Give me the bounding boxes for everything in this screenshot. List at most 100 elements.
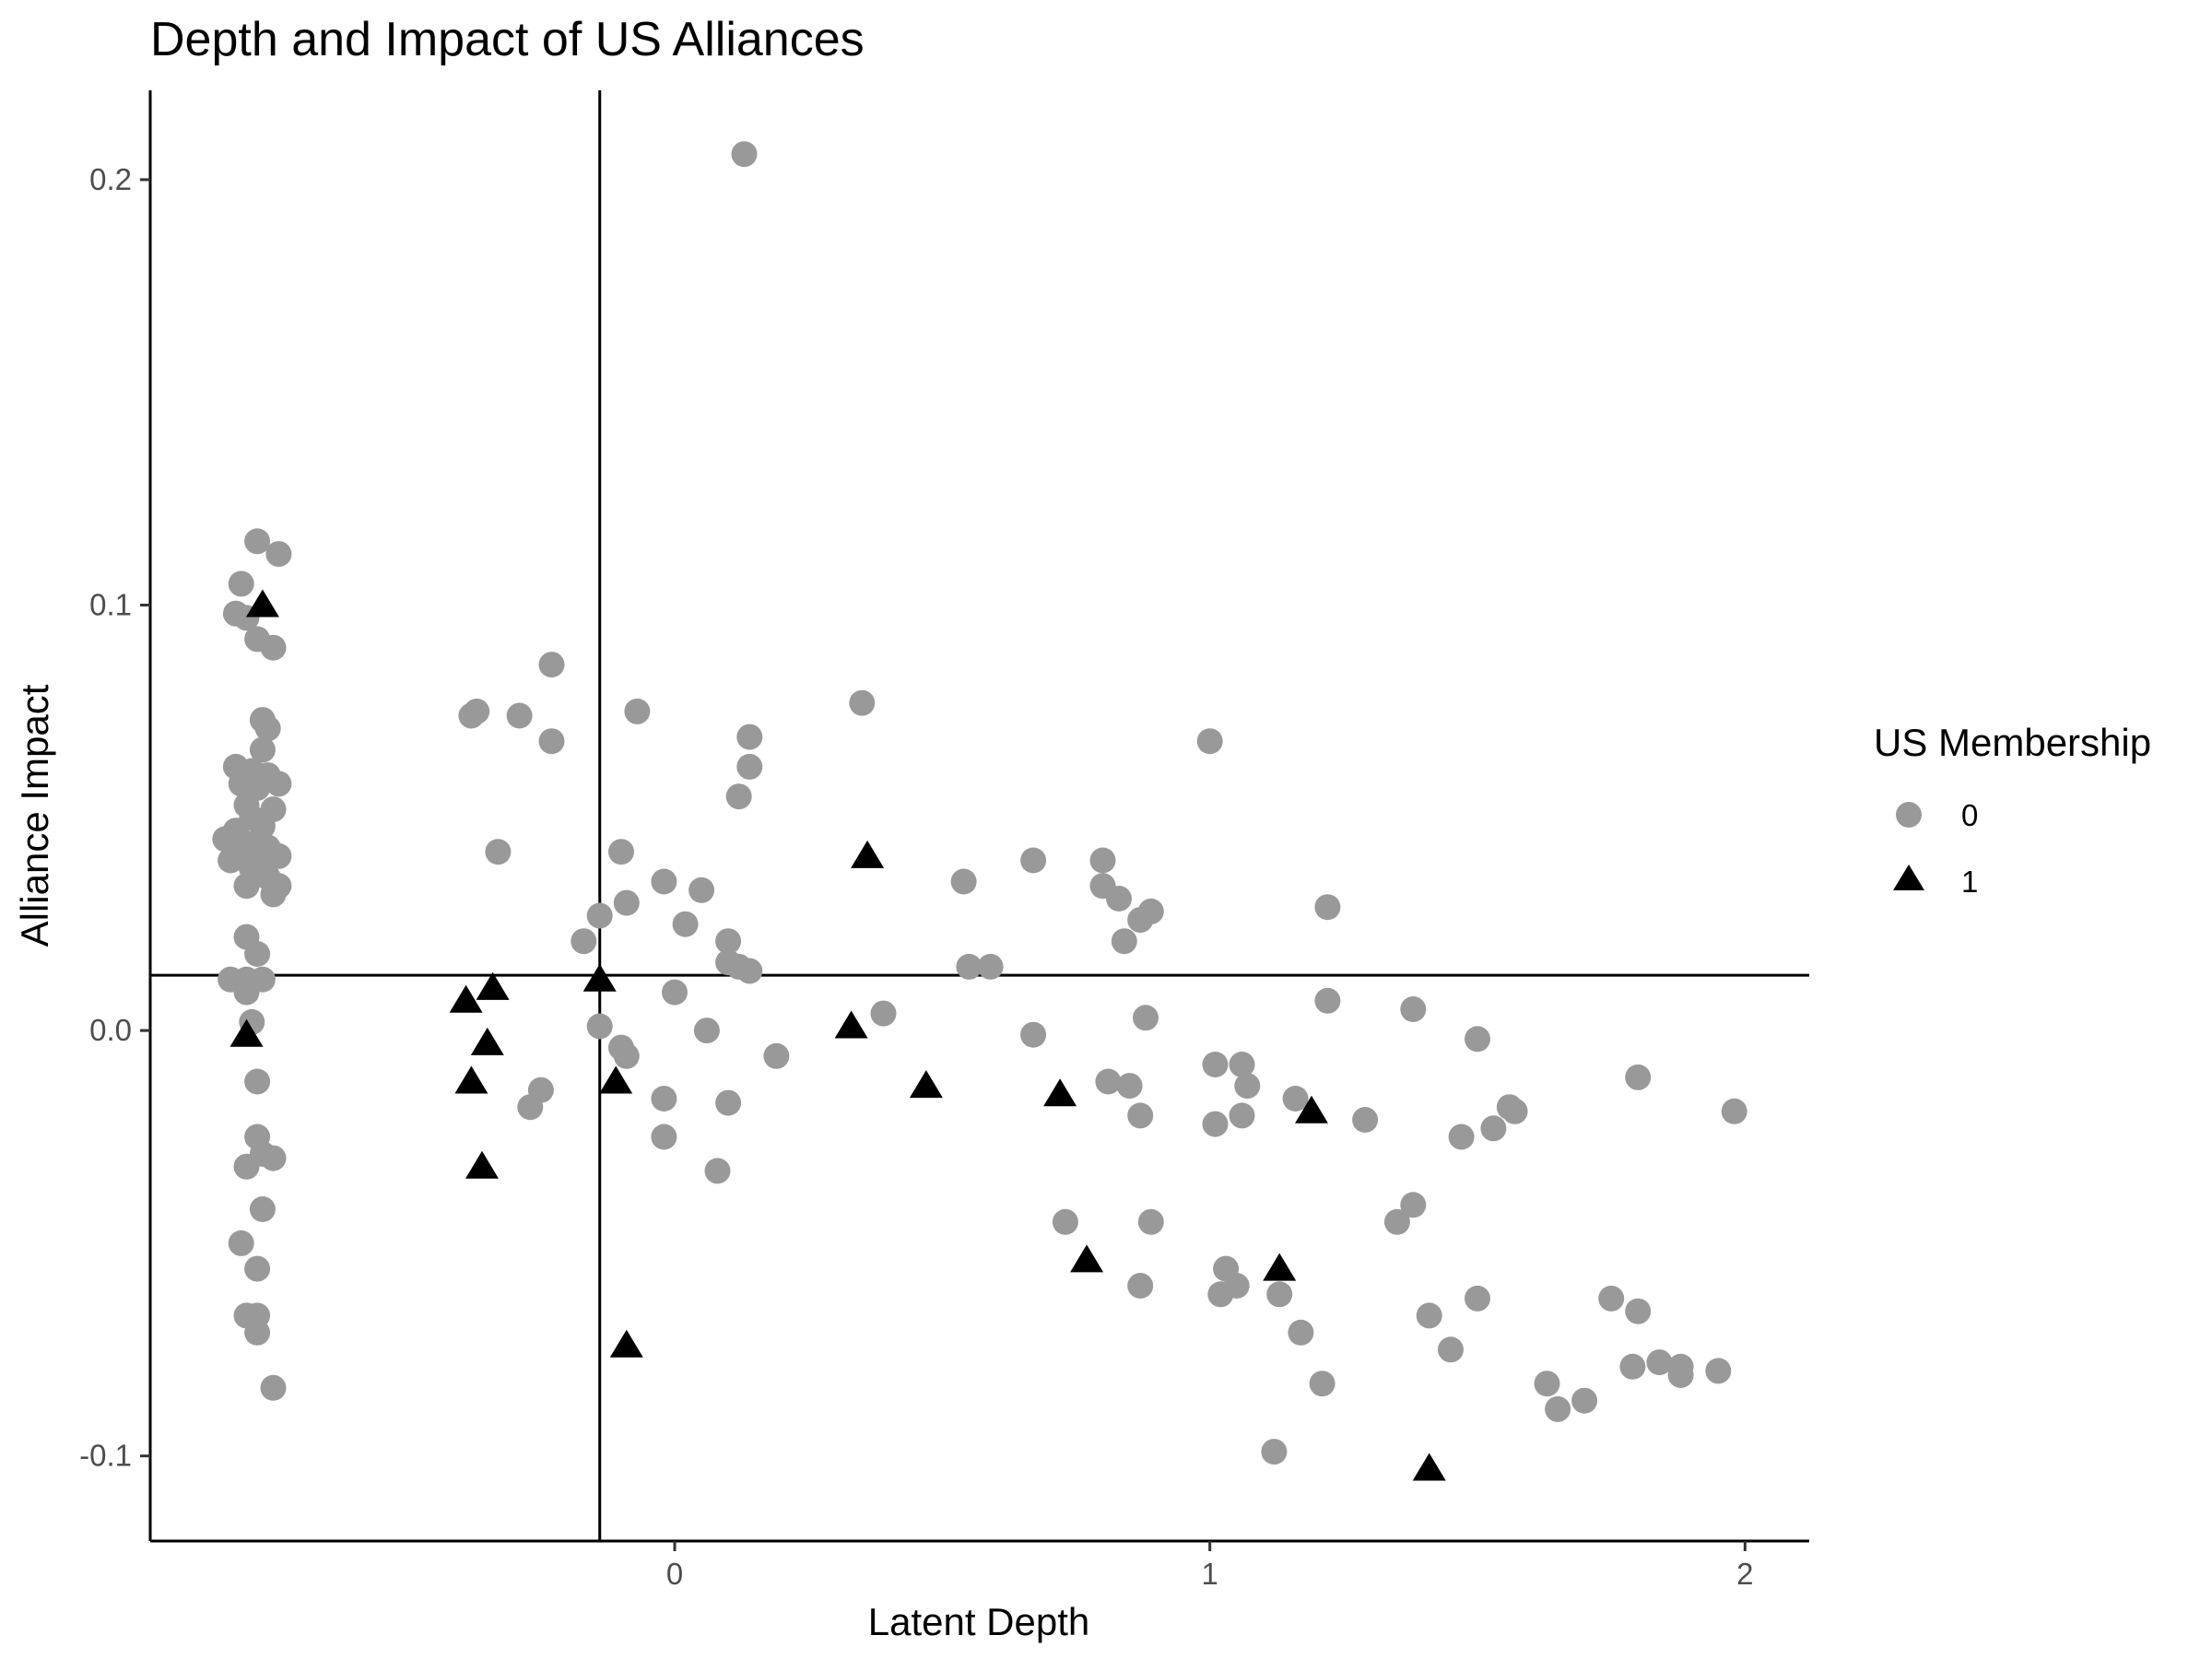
- data-point-circle: [244, 1068, 271, 1095]
- data-point-circle: [651, 1124, 677, 1150]
- data-point-circle: [265, 771, 292, 797]
- y-axis-ticks: -0.1 0.0 0.1 0.2: [79, 162, 150, 1473]
- data-point-circle: [1501, 1098, 1528, 1124]
- data-point-triangle: [465, 1150, 499, 1179]
- data-point-circle: [1438, 1336, 1464, 1363]
- data-point-triangle: [229, 1018, 264, 1047]
- data-point-circle: [715, 1089, 742, 1116]
- y-tick-label: 0.1: [89, 588, 132, 622]
- data-point-circle: [1234, 1073, 1261, 1100]
- data-point-circle: [950, 868, 977, 895]
- data-point-circle: [704, 1158, 731, 1184]
- data-point-circle: [1448, 1124, 1475, 1150]
- data-point-circle: [1309, 1371, 1335, 1397]
- data-point-circle: [586, 902, 613, 929]
- data-point-circle: [517, 1094, 544, 1121]
- data-point-circle: [1133, 1005, 1159, 1031]
- data-point-circle: [249, 736, 276, 763]
- x-tick-label: 2: [1736, 1557, 1753, 1591]
- data-point-triangle: [1412, 1453, 1446, 1481]
- data-point-circle: [244, 941, 271, 967]
- legend-title: US Membership: [1874, 721, 2151, 764]
- data-point-circle: [244, 1255, 271, 1282]
- data-point-circle: [1229, 1052, 1255, 1077]
- data-point-circle: [1619, 1353, 1646, 1380]
- data-point-circle: [228, 571, 254, 597]
- data-point-circle: [763, 1042, 790, 1069]
- data-point-triangle: [245, 589, 279, 618]
- data-point-triangle: [470, 1027, 504, 1055]
- data-point-circle: [1127, 1102, 1154, 1129]
- data-point-circle: [613, 1042, 640, 1069]
- data-point-circle: [715, 928, 742, 955]
- data-point-circle: [1571, 1387, 1598, 1414]
- data-point-circle: [651, 868, 677, 895]
- data-point-triangle: [851, 840, 885, 868]
- data-point-circle: [736, 958, 763, 984]
- y-tick-label: -0.1: [79, 1439, 132, 1473]
- data-point-circle: [736, 753, 763, 780]
- data-point-circle: [1288, 1319, 1314, 1346]
- plot-area: [150, 90, 1809, 1541]
- data-point-circle: [1721, 1098, 1747, 1124]
- data-point-circle: [1625, 1064, 1652, 1090]
- data-point-circle: [1705, 1358, 1732, 1384]
- data-point-circle: [693, 1018, 720, 1044]
- data-point-triangle: [1295, 1095, 1328, 1124]
- legend: US Membership 0 1: [1874, 721, 2151, 899]
- data-point-circle: [228, 1230, 254, 1256]
- data-point-triangle: [1043, 1078, 1077, 1107]
- data-point-circle: [1095, 1068, 1122, 1095]
- x-axis-ticks: 0 1 2: [666, 1541, 1754, 1591]
- data-point-circle: [212, 826, 239, 853]
- data-point-circle: [571, 928, 597, 955]
- data-point-triangle: [1070, 1244, 1104, 1273]
- data-point-circle: [731, 141, 758, 168]
- data-point-circle: [688, 877, 715, 903]
- data-point-circle: [1111, 928, 1137, 955]
- data-point-circle: [1137, 898, 1164, 924]
- data-point-circle: [1314, 894, 1341, 921]
- data-point-circle: [1646, 1349, 1673, 1376]
- data-point-circle: [870, 1000, 897, 1027]
- data-point-circle: [233, 979, 260, 1006]
- legend-label-1: 1: [1961, 865, 1978, 899]
- data-point-triangle: [582, 963, 617, 992]
- data-point-circle: [1400, 1192, 1427, 1218]
- data-point-circle: [464, 698, 490, 724]
- data-point-circle: [244, 528, 271, 555]
- data-point-circle: [1465, 1026, 1490, 1053]
- data-point-circle: [233, 1153, 260, 1180]
- data-point-circle: [485, 839, 512, 865]
- data-point-circle: [651, 1086, 677, 1112]
- y-tick-label: 0.0: [89, 1013, 132, 1047]
- data-point-circle: [1400, 996, 1427, 1022]
- data-point-circle: [1261, 1439, 1288, 1465]
- x-axis-title: Latent Depth: [868, 1600, 1090, 1643]
- data-point-circle: [1052, 1208, 1078, 1235]
- data-point-circle: [1625, 1298, 1652, 1324]
- data-point-circle: [233, 873, 260, 900]
- data-point-circle: [244, 1319, 271, 1346]
- legend-label-0: 0: [1961, 798, 1978, 832]
- data-point-circle: [1352, 1107, 1379, 1133]
- x-tick-label: 1: [1201, 1557, 1218, 1591]
- data-point-circle: [1020, 1021, 1047, 1048]
- legend-key-circle: [1896, 802, 1922, 828]
- data-point-circle: [613, 889, 640, 916]
- data-point-circle: [977, 953, 1004, 980]
- data-point-circle: [624, 698, 651, 724]
- data-point-triangle: [454, 1065, 488, 1094]
- data-point-circle: [265, 541, 292, 568]
- data-point-triangle: [834, 1010, 868, 1039]
- data-point-circle: [1127, 1273, 1154, 1299]
- data-point-circle: [662, 979, 688, 1006]
- data-point-circle: [608, 839, 634, 865]
- data-point-circle: [1196, 728, 1223, 755]
- data-point-triangle: [609, 1329, 643, 1358]
- data-point-circle: [1534, 1371, 1560, 1397]
- data-point-circle: [1383, 1208, 1410, 1235]
- data-point-circle: [1465, 1285, 1490, 1312]
- data-point-circle: [538, 728, 565, 755]
- data-point-triangle: [476, 971, 510, 1000]
